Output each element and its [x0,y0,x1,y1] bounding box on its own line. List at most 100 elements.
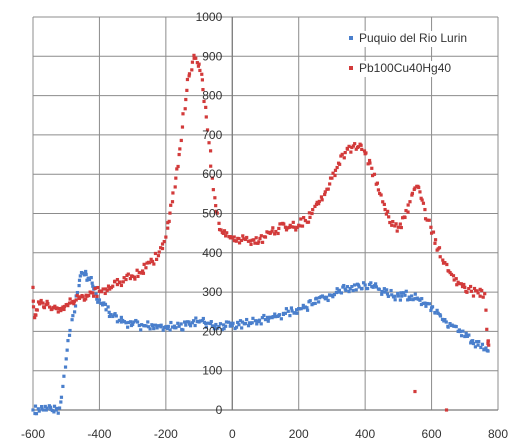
data-point [68,328,72,333]
data-point [374,282,378,286]
data-point [396,294,400,298]
data-point [57,406,62,410]
data-point [387,215,391,219]
data-point [153,251,158,256]
data-point [380,289,384,294]
data-point [166,324,170,329]
data-point [376,188,381,192]
data-point [41,408,45,412]
data-point [217,221,221,225]
data-point [353,142,357,146]
data-point [340,152,344,156]
y-tick-label: 100 [202,364,222,378]
data-point [331,171,335,175]
legend-item[interactable]: Pb100Cu40Hg40 [345,61,483,77]
data-point [464,331,468,335]
data-point [308,215,312,219]
data-point [480,288,484,293]
data-point [133,277,137,281]
data-point [204,115,208,119]
data-point [219,228,223,232]
data-point [95,297,99,301]
data-point [164,325,168,329]
data-point [443,318,447,322]
data-point [399,291,403,295]
data-point [121,318,125,323]
data-point [92,294,96,298]
data-point [255,322,259,326]
data-point [320,294,325,298]
data-point [454,325,458,329]
data-point [155,326,159,330]
data-point [152,262,156,266]
data-point [228,324,232,328]
data-point [289,306,294,310]
data-point [105,288,109,293]
data-point [449,272,454,277]
data-point [214,204,218,208]
data-point [349,150,353,154]
data-point [176,164,180,169]
data-point [200,319,205,323]
data-point [407,295,411,299]
data-point [207,141,211,145]
data-point [403,215,407,220]
data-point [190,68,194,72]
data-point [114,314,118,318]
data-point [396,225,400,229]
data-point [323,190,327,194]
data-point [62,304,67,309]
data-point [292,225,296,229]
data-point [68,297,72,301]
data-point [243,237,248,242]
data-point [31,408,35,412]
data-point [225,231,229,235]
data-point [473,345,477,349]
data-point [403,293,407,297]
data-point [230,323,234,328]
data-point [326,298,330,303]
data-point [42,306,47,310]
data-point [359,143,363,147]
data-point [246,239,251,243]
data-point [185,77,190,82]
data-point [337,288,342,292]
data-point [339,291,344,295]
data-point [119,283,124,288]
data-point [390,223,394,227]
data-point [200,72,204,76]
data-point [97,298,102,302]
data-point [107,310,111,314]
legend-item[interactable]: Puquio del Rio Lurin [345,31,483,47]
data-point [478,294,482,298]
data-point [190,60,195,64]
data-point [420,198,424,202]
y-tick-label: 800 [202,89,222,103]
data-point [367,282,372,287]
data-point [413,297,417,301]
data-point [237,323,241,327]
data-point [352,283,357,287]
data-point [160,246,165,251]
data-point [252,238,256,242]
data-point [181,328,185,332]
data-point [39,298,43,303]
data-point [106,284,111,288]
data-point [401,291,406,295]
data-point [234,325,239,329]
data-point [245,317,249,322]
data-point [404,289,408,293]
data-point [427,218,431,222]
data-point [383,290,387,294]
data-point [372,284,377,288]
data-point [124,277,128,282]
data-point [485,327,489,331]
data-point [177,324,181,328]
data-point [351,288,355,293]
data-point [391,219,395,224]
data-point [57,307,62,311]
legend[interactable]: Puquio del Rio Lurin Pb100Cu40Hg40 [345,31,483,77]
data-point [406,298,410,302]
data-point [263,235,268,239]
